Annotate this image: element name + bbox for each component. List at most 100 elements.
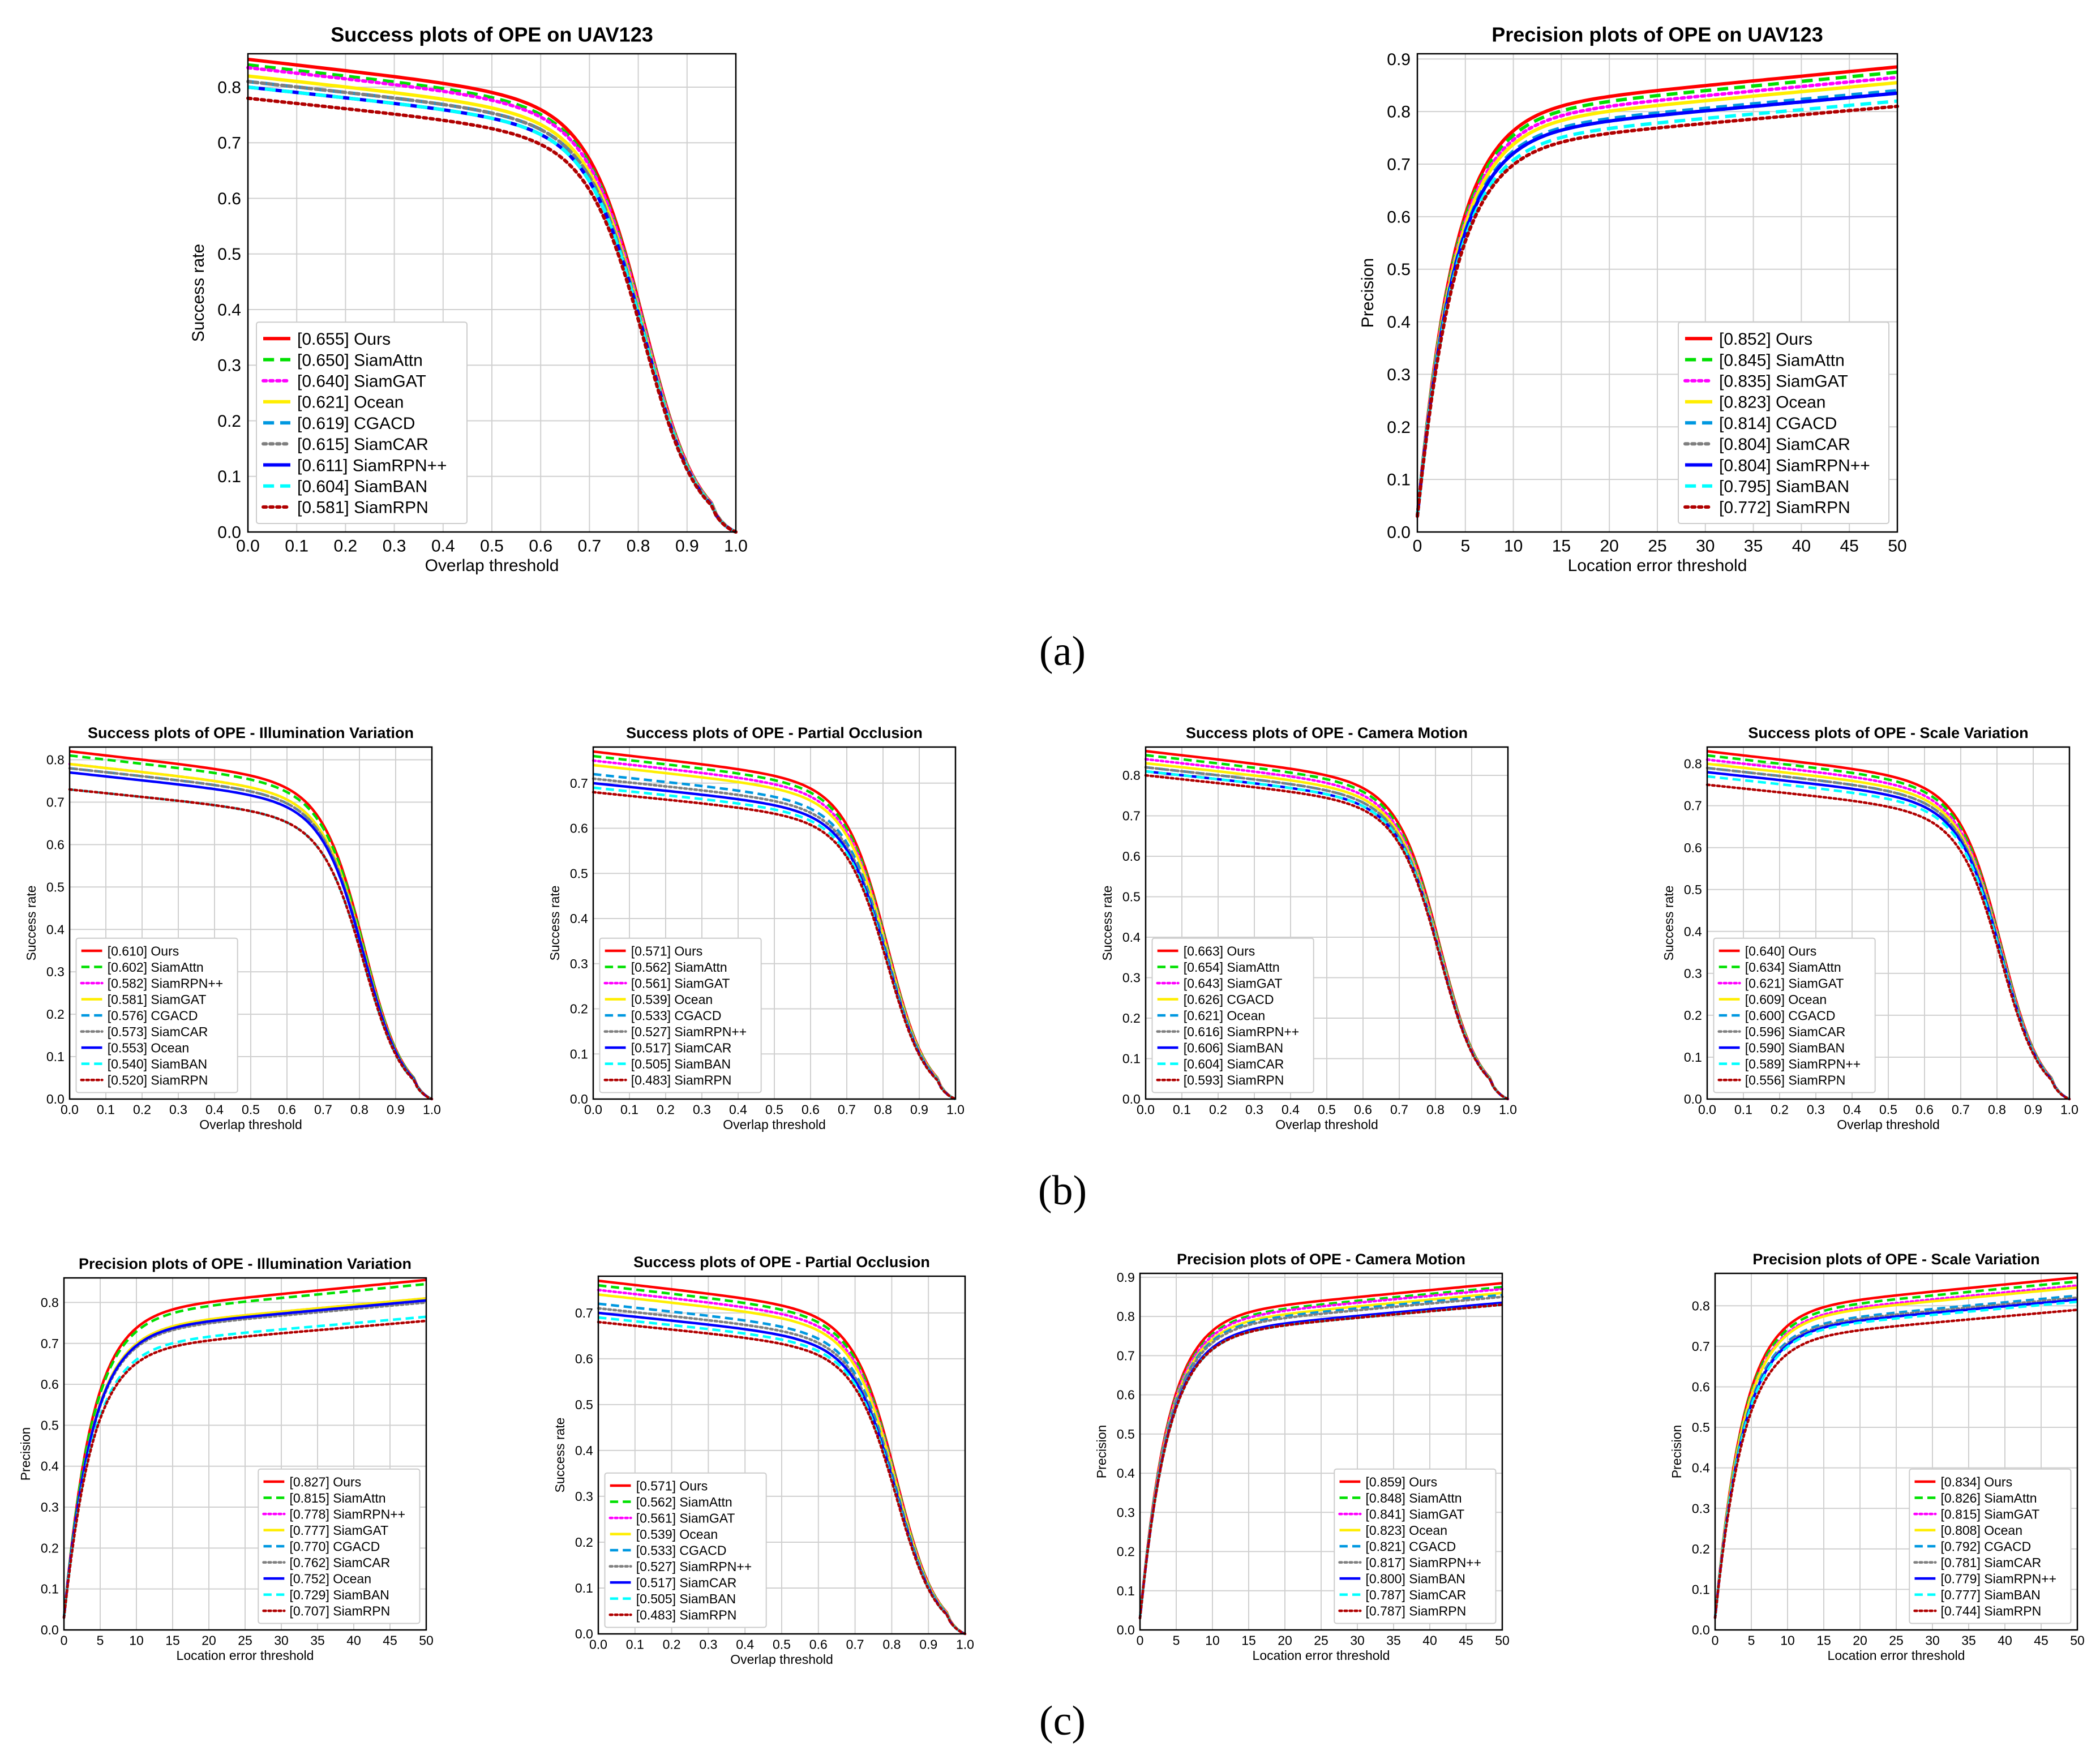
x-tick-label: 0.3 — [1245, 1102, 1263, 1117]
legend-box — [1151, 937, 1314, 1093]
y-tick-label: 0.2 — [570, 1002, 588, 1016]
legend-label: [0.520] SiamRPN — [108, 1072, 208, 1087]
y-tick-label: 0.2 — [1122, 1011, 1141, 1025]
legend-label: [0.859] Ours — [1366, 1474, 1438, 1489]
legend-box — [75, 937, 238, 1093]
y-tick-label: 0.1 — [1684, 1050, 1702, 1065]
series-line — [1416, 75, 1899, 518]
legend-label: [0.777] SiamBAN — [1941, 1587, 2041, 1602]
y-tick-label: 0.6 — [1117, 1388, 1135, 1402]
x-tick-label: 0.4 — [729, 1102, 747, 1117]
legend: [0.852] Ours [0.845] SiamAttn [0.835] Siam… — [1678, 321, 1889, 524]
series-line — [62, 1278, 427, 1618]
x-tick-label: 1.0 — [1499, 1102, 1517, 1117]
legend-label: [0.533] CGACD — [631, 1008, 722, 1023]
x-tick-label: 0.9 — [910, 1102, 928, 1117]
legend-label: [0.611] SiamRPN++ — [297, 456, 447, 475]
x-tick-label: 30 — [274, 1633, 289, 1647]
y-tick-label: 0.3 — [46, 964, 65, 979]
x-tick-label: 0.1 — [285, 537, 308, 556]
series-line — [1416, 70, 1898, 517]
legend-label: [0.815] SiamAttn — [290, 1491, 386, 1505]
x-tick-label: 0.5 — [1879, 1102, 1897, 1117]
y-tick-label: 0.2 — [1387, 418, 1411, 437]
legend-label: [0.817] SiamRPN++ — [1366, 1555, 1482, 1570]
y-tick-label: 0.6 — [1122, 849, 1141, 864]
y-tick-label: 0.7 — [1692, 1339, 1710, 1354]
x-tick-label: 0.5 — [1318, 1102, 1336, 1117]
y-tick-label: 0.8 — [46, 753, 65, 767]
y-tick-label: 0.0 — [41, 1623, 59, 1637]
x-tick-label: 0.7 — [1390, 1102, 1408, 1117]
x-tick-label: 45 — [1840, 537, 1859, 556]
legend-label: [0.581] SiamGAT — [108, 992, 207, 1007]
x-tick-label: 0.8 — [882, 1637, 901, 1651]
y-tick-label: 0.6 — [46, 837, 65, 852]
legend-box — [599, 937, 762, 1093]
legend-label: [0.527] SiamRPN++ — [631, 1024, 747, 1039]
legend-label: [0.556] SiamRPN — [1745, 1072, 1846, 1087]
legend-label: [0.533] CGACD — [636, 1543, 727, 1557]
legend-label: [0.781] SiamCAR — [1941, 1555, 2042, 1570]
legend-label: [0.650] SiamAttn — [297, 351, 423, 370]
x-tick-label: 0.7 — [838, 1102, 856, 1117]
legend-label: [0.808] Ocean — [1941, 1523, 2023, 1538]
x-axis-label: Overlap threshold — [730, 1652, 833, 1667]
x-tick-label: 0.5 — [480, 537, 504, 556]
x-axis-label: Overlap threshold — [723, 1117, 826, 1132]
y-tick-label: 0.8 — [1387, 103, 1411, 122]
x-tick-label: 0.8 — [874, 1102, 892, 1117]
x-tick-label: 0.6 — [809, 1637, 828, 1651]
legend-label: [0.505] SiamBAN — [636, 1591, 736, 1606]
y-tick-label: 0.0 — [1692, 1623, 1710, 1637]
y-tick-label: 0.3 — [1692, 1501, 1710, 1516]
x-tick-label: 10 — [1504, 537, 1523, 556]
series-line — [1138, 1282, 1503, 1619]
x-tick-label: 0.8 — [627, 537, 650, 556]
x-tick-label: 0.3 — [693, 1102, 711, 1117]
legend-label: [0.581] SiamRPN — [297, 499, 428, 517]
legend-label: [0.621] Ocean — [297, 393, 404, 412]
legend-label: [0.517] SiamCAR — [636, 1575, 737, 1590]
y-tick-label: 0.7 — [1387, 156, 1411, 174]
x-tick-label: 0.8 — [1988, 1102, 2006, 1117]
x-tick-label: 35 — [1386, 1633, 1401, 1647]
x-tick-label: 0.1 — [1734, 1102, 1752, 1117]
series-line — [1416, 99, 1898, 517]
x-tick-label: 0.3 — [1807, 1102, 1825, 1117]
legend-label: [0.752] Ocean — [290, 1571, 372, 1586]
legend-label: [0.800] SiamBAN — [1366, 1571, 1465, 1586]
x-tick-label: 0.5 — [242, 1102, 260, 1117]
y-tick-label: 0.5 — [1692, 1420, 1710, 1435]
x-axis-label: Location error threshold — [1253, 1648, 1390, 1663]
legend-label: [0.640] Ours — [1745, 943, 1817, 958]
y-axis-label: Success rate — [547, 886, 562, 961]
legend-label: [0.540] SiamBAN — [108, 1057, 207, 1071]
y-tick-label: 0.2 — [575, 1535, 593, 1550]
legend: [0.663] Ours [0.654] SiamAttn[0.643] Siam… — [1151, 937, 1314, 1093]
x-tick-label: 1.0 — [423, 1102, 441, 1117]
y-tick-label: 0.1 — [1692, 1582, 1710, 1597]
x-tick-label: 0 — [1137, 1633, 1144, 1647]
series-line — [68, 788, 434, 1101]
x-tick-label: 5 — [1460, 537, 1470, 556]
x-tick-label: 0.7 — [846, 1637, 864, 1651]
y-tick-label: 0.4 — [217, 301, 241, 319]
legend: [0.834] Ours [0.826] SiamAttn [0.815] Siam… — [1909, 1468, 2072, 1624]
x-tick-label: 50 — [419, 1633, 434, 1647]
x-tick-label: 15 — [165, 1633, 180, 1647]
chart-9: 0 5 10 15 20 25 30 35 40 45 50 0.0 0.1 0.2 0.3 0.4 0.5 0.… — [1094, 1251, 1510, 1663]
chart-title: Success plots of OPE - Scale Variation — [1748, 724, 2028, 741]
y-tick-label: 0.2 — [46, 1007, 65, 1022]
x-tick-label: 25 — [1314, 1633, 1328, 1647]
x-tick-label: 0 — [1413, 537, 1422, 556]
series-line — [62, 1299, 427, 1618]
y-tick-label: 0.3 — [1387, 366, 1411, 384]
legend-label: [0.571] Ours — [636, 1478, 708, 1493]
y-tick-label: 0.5 — [41, 1418, 59, 1432]
x-tick-label: 20 — [1600, 537, 1619, 556]
y-tick-label: 0.7 — [217, 134, 241, 153]
legend-label: [0.616] SiamRPN++ — [1184, 1024, 1300, 1039]
y-tick-label: 0.2 — [217, 412, 241, 431]
legend-label: [0.778] SiamRPN++ — [290, 1507, 406, 1521]
